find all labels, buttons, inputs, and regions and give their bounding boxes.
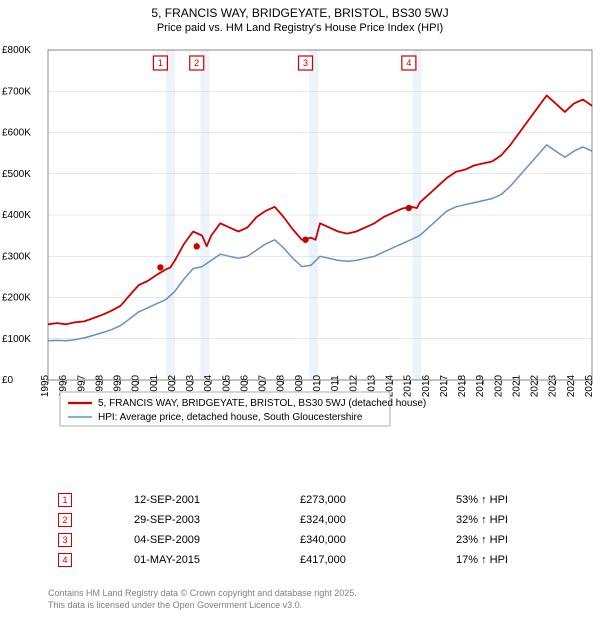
cell-date: 04-SEP-2009 bbox=[126, 530, 292, 550]
cell-delta: 32% ↑ HPI bbox=[448, 510, 570, 530]
cell-date: 29-SEP-2003 bbox=[126, 510, 292, 530]
x-tick-label: 2016 bbox=[421, 374, 432, 397]
y-tick-label: £0 bbox=[2, 375, 14, 386]
x-tick-label: 2020 bbox=[493, 374, 504, 397]
row-marker: 2 bbox=[58, 513, 72, 527]
row-marker: 3 bbox=[58, 533, 72, 547]
legend-label: 5, FRANCIS WAY, BRIDGEYATE, BRISTOL, BS3… bbox=[98, 398, 426, 409]
page-subtitle: Price paid vs. HM Land Registry's House … bbox=[0, 20, 600, 34]
y-tick-label: £600K bbox=[2, 128, 31, 139]
x-tick-label: 2018 bbox=[457, 374, 468, 397]
footnote: Contains HM Land Registry data © Crown c… bbox=[48, 588, 357, 611]
y-tick-label: £200K bbox=[2, 293, 31, 304]
sales-table: 1 12-SEP-2001£273,00053% ↑ HPI 2 29-SEP-200… bbox=[50, 490, 570, 570]
x-tick-label: 2023 bbox=[548, 374, 559, 397]
marker-dot bbox=[193, 243, 199, 249]
x-tick-label: 2022 bbox=[530, 374, 541, 397]
x-tick-label: 2015 bbox=[403, 374, 414, 397]
marker-label: 2 bbox=[194, 58, 199, 68]
y-tick-label: £300K bbox=[2, 251, 31, 262]
cell-delta: 53% ↑ HPI bbox=[448, 490, 570, 510]
x-tick-label: 2024 bbox=[566, 374, 577, 397]
series-hpi bbox=[48, 145, 592, 341]
cell-price: £273,000 bbox=[292, 490, 448, 510]
y-tick-label: £100K bbox=[2, 334, 31, 345]
marker-dot bbox=[406, 205, 412, 211]
cell-price: £340,000 bbox=[292, 530, 448, 550]
table-row: 1 12-SEP-2001£273,00053% ↑ HPI bbox=[50, 490, 570, 510]
marker-label: 4 bbox=[406, 58, 411, 68]
footnote-line-2: This data is licensed under the Open Gov… bbox=[48, 600, 302, 610]
series-price bbox=[48, 95, 592, 324]
marker-dot bbox=[302, 237, 308, 243]
y-tick-label: £700K bbox=[2, 86, 31, 97]
cell-price: £417,000 bbox=[292, 550, 448, 570]
cell-delta: 17% ↑ HPI bbox=[448, 550, 570, 570]
marker-label: 3 bbox=[303, 58, 308, 68]
x-tick-label: 2021 bbox=[511, 374, 522, 397]
cell-delta: 23% ↑ HPI bbox=[448, 530, 570, 550]
price-chart: £0 £100K £200K £300K £400K £500K £600K £700K £80… bbox=[0, 40, 600, 440]
row-marker: 4 bbox=[58, 553, 72, 567]
table-row: 4 01-MAY-2015£417,00017% ↑ HPI bbox=[50, 550, 570, 570]
row-marker: 1 bbox=[58, 493, 72, 507]
cell-price: £324,000 bbox=[292, 510, 448, 530]
cell-date: 12-SEP-2001 bbox=[126, 490, 292, 510]
x-tick-label: 1995 bbox=[40, 374, 51, 397]
y-tick-label: £800K bbox=[2, 45, 31, 56]
legend-label: HPI: Average price, detached house, Sout… bbox=[98, 412, 363, 423]
cell-date: 01-MAY-2015 bbox=[126, 550, 292, 570]
table-row: 3 04-SEP-2009£340,00023% ↑ HPI bbox=[50, 530, 570, 550]
x-tick-label: 2017 bbox=[439, 374, 450, 397]
table-row: 2 29-SEP-2003£324,00032% ↑ HPI bbox=[50, 510, 570, 530]
page-title: 5, FRANCIS WAY, BRIDGEYATE, BRISTOL, BS3… bbox=[0, 0, 600, 20]
x-tick-label: 2019 bbox=[475, 374, 486, 397]
y-tick-label: £500K bbox=[2, 169, 31, 180]
marker-label: 1 bbox=[158, 58, 163, 68]
x-tick-label: 2025 bbox=[584, 374, 595, 397]
marker-dot bbox=[157, 264, 163, 270]
y-tick-label: £400K bbox=[2, 210, 31, 221]
footnote-line-1: Contains HM Land Registry data © Crown c… bbox=[48, 588, 357, 598]
